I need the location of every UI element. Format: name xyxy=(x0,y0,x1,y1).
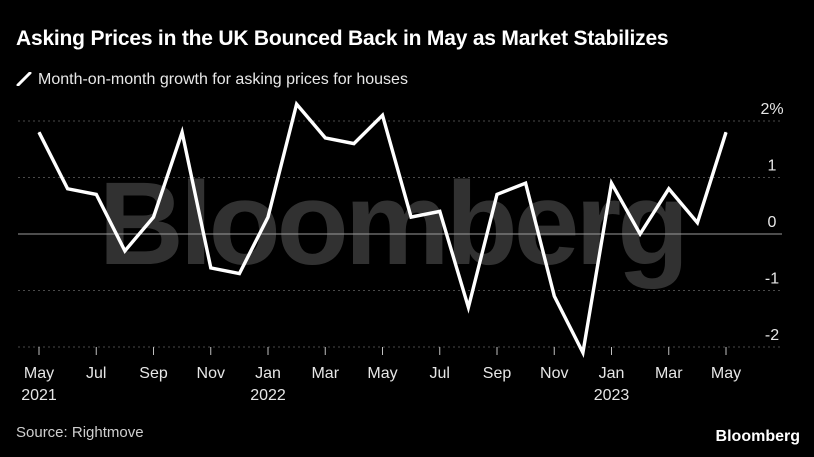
data-point xyxy=(553,295,555,297)
data-point xyxy=(296,103,298,105)
y-tick-label: 0 xyxy=(768,214,777,231)
data-point xyxy=(153,216,154,218)
x-tick-label: Nov xyxy=(540,365,568,382)
x-tick-label: Nov xyxy=(197,365,225,382)
grid-lines xyxy=(18,120,782,348)
source-note: Source: Rightmove xyxy=(16,424,144,441)
x-axis-ticks: May 2021 Jul Sep Nov Jan 2022 Mar May Jul Sep Nov Ja… xyxy=(21,347,741,404)
y-axis-ticks: 2% 1 0 -1 -2 xyxy=(760,101,783,344)
data-point xyxy=(582,352,584,354)
y-tick-label: 2% xyxy=(760,101,783,118)
data-point xyxy=(95,193,97,195)
data-point xyxy=(496,193,498,195)
data-point xyxy=(525,182,527,184)
data-point xyxy=(210,267,212,269)
data-point xyxy=(353,143,355,145)
x-tick-label: May xyxy=(711,365,741,382)
legend-line-icon xyxy=(16,72,32,86)
x-year-label: 2022 xyxy=(250,387,286,404)
data-point xyxy=(725,131,727,133)
data-point xyxy=(467,306,469,308)
data-point xyxy=(124,250,126,252)
x-year-label: 2023 xyxy=(594,387,630,404)
brand-logo-text: Bloomberg xyxy=(715,428,800,445)
y-tick-label: 1 xyxy=(768,158,777,175)
data-point xyxy=(382,114,383,116)
legend: Month-on-month growth for asking prices … xyxy=(16,71,408,89)
data-point xyxy=(611,182,612,184)
data-point xyxy=(410,216,412,218)
data-point xyxy=(181,131,183,133)
data-point xyxy=(696,222,698,224)
x-tick-label: Jul xyxy=(86,365,106,382)
x-tick-label: May xyxy=(24,365,54,382)
data-point xyxy=(439,210,441,212)
data-point xyxy=(324,137,326,139)
legend-label: Month-on-month growth for asking prices … xyxy=(38,71,408,88)
data-point xyxy=(668,188,670,190)
y-tick-label: -1 xyxy=(765,271,779,288)
data-point xyxy=(267,216,269,218)
data-point xyxy=(38,131,40,133)
x-tick-label: May xyxy=(367,365,397,382)
series-points xyxy=(38,103,727,354)
watermark: Bloomberg xyxy=(99,158,686,290)
chart-title: Asking Prices in the UK Bounced Back in … xyxy=(16,27,669,50)
x-year-label: 2021 xyxy=(21,387,57,404)
x-tick-label: Jul xyxy=(430,365,450,382)
y-tick-label: -2 xyxy=(765,327,779,344)
x-tick-label: Mar xyxy=(311,365,339,382)
x-tick-label: Sep xyxy=(139,365,168,382)
data-point xyxy=(639,233,641,235)
x-tick-label: Sep xyxy=(483,365,512,382)
x-tick-label: Mar xyxy=(655,365,683,382)
data-point xyxy=(238,273,240,275)
x-tick-label: Jan xyxy=(599,365,625,382)
x-tick-label: Jan xyxy=(255,365,281,382)
data-point xyxy=(67,188,69,190)
